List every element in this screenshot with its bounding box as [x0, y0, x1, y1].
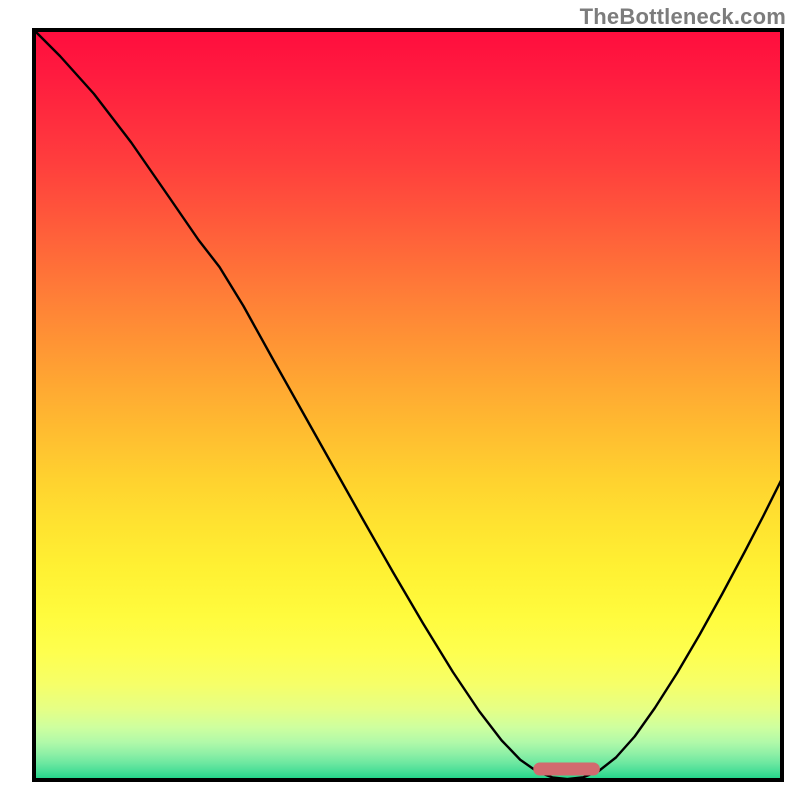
optimal-zone-marker [533, 763, 600, 776]
watermark-text: TheBottleneck.com [580, 4, 786, 30]
bottleneck-chart [0, 0, 800, 800]
plot-background [34, 30, 782, 780]
